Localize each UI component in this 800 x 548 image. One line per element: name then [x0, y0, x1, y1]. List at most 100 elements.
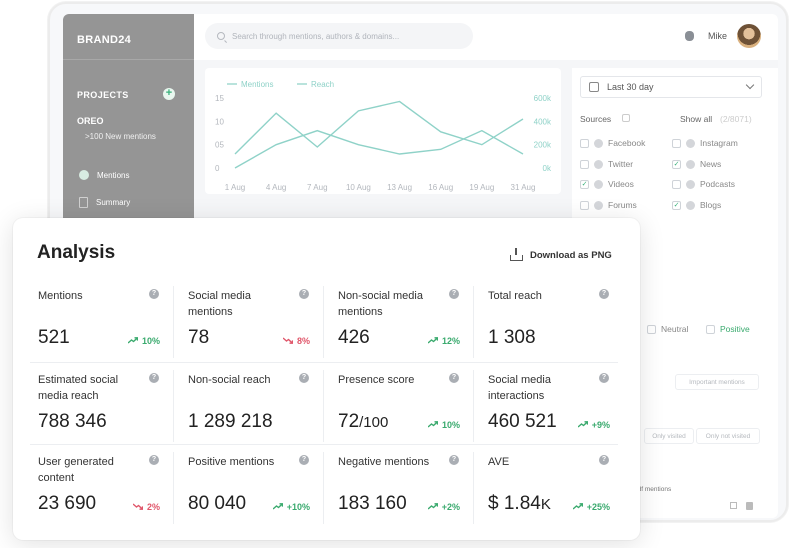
source-checkbox[interactable] — [672, 138, 681, 148]
source-checkbox[interactable] — [580, 159, 589, 169]
source-label: Forums — [608, 200, 637, 210]
help-icon[interactable]: ? — [299, 289, 309, 299]
positive-checkbox[interactable] — [706, 324, 715, 334]
help-icon[interactable]: ? — [599, 289, 609, 299]
important-mentions-button[interactable]: Important mentions — [675, 374, 759, 390]
source-instagram[interactable]: Instagram — [672, 138, 738, 148]
help-icon[interactable]: ? — [599, 455, 609, 465]
project-name[interactable]: OREO — [77, 116, 104, 126]
source-label: Twitter — [608, 159, 634, 169]
divider — [30, 444, 618, 445]
sentiment-neutral[interactable]: Neutral — [647, 324, 688, 334]
help-icon[interactable]: ? — [299, 455, 309, 465]
y2-tick-label: 400k — [534, 117, 552, 126]
calendar-icon — [589, 82, 599, 92]
date-range-value: Last 30 day — [607, 82, 654, 92]
source-facebook[interactable]: Facebook — [580, 138, 645, 148]
metric-value-main: 23 690 — [38, 493, 97, 514]
blogs-icon — [686, 200, 695, 210]
y2-tick-label: 0k — [543, 164, 552, 173]
help-icon[interactable]: ? — [449, 373, 459, 383]
forums-icon — [594, 200, 603, 210]
source-checkbox[interactable] — [580, 138, 589, 148]
metric-value-main: 460 521 — [488, 411, 557, 432]
sidebar-item-summary[interactable]: Summary — [79, 197, 130, 208]
sidebar-item-label: Mentions — [97, 170, 130, 180]
user-name[interactable]: Mike — [708, 31, 728, 41]
source-label: Facebook — [608, 138, 646, 148]
metric-value: 183 160 — [338, 493, 407, 515]
help-icon[interactable]: ? — [149, 289, 159, 299]
source-news[interactable]: ✓ News — [672, 159, 721, 169]
source-checkbox[interactable]: ✓ — [672, 200, 681, 210]
source-twitter[interactable]: Twitter — [580, 159, 633, 169]
source-podcasts[interactable]: Podcasts — [672, 179, 735, 189]
videos-icon — [594, 179, 603, 189]
change-up: +25% — [572, 502, 610, 512]
change-value: +10% — [286, 502, 310, 512]
metric-user-generated-content: User generated content? 23 690 2% — [24, 446, 174, 528]
metric-mentions: Mentions? 521 10% — [24, 280, 174, 362]
trash-icon[interactable] — [746, 502, 753, 510]
metric-value: 1 308 — [488, 327, 536, 349]
source-checkbox[interactable]: ✓ — [672, 159, 681, 169]
source-checkbox[interactable]: ✓ — [580, 179, 589, 189]
help-icon[interactable]: ? — [149, 455, 159, 465]
change-value: +25% — [586, 502, 610, 512]
source-checkbox[interactable] — [580, 200, 589, 210]
metric-social-media-interactions: Social media interactions? 460 521 +9% — [474, 364, 624, 446]
source-forums[interactable]: Forums — [580, 200, 637, 210]
twitter-icon — [594, 159, 603, 169]
help-icon[interactable]: ? — [299, 373, 309, 383]
only-visited-button[interactable]: Only visited — [644, 428, 694, 444]
sentiment-positive[interactable]: Positive — [706, 324, 750, 334]
source-videos[interactable]: ✓ Videos — [580, 179, 634, 189]
add-project-icon[interactable]: + — [163, 88, 175, 100]
metric-value-main: 1 289 218 — [188, 411, 273, 432]
metric-ave: AVE? $ 1.84K +25% — [474, 446, 624, 528]
document-icon — [79, 197, 88, 208]
y2-tick-label: 600k — [534, 94, 552, 103]
change-up: +9% — [577, 420, 610, 430]
source-checkbox[interactable] — [672, 179, 681, 189]
metric-value: 72/100 — [338, 411, 388, 433]
bug-icon[interactable] — [685, 31, 694, 41]
date-range-select[interactable]: Last 30 day — [580, 76, 762, 98]
metric-value-main: 1 308 — [488, 327, 536, 348]
only-not-visited-button[interactable]: Only not visited — [696, 428, 760, 444]
metric-label: Social media interactions — [488, 374, 551, 402]
help-icon[interactable] — [622, 114, 630, 122]
metric-value: 80 040 — [188, 493, 246, 515]
help-icon[interactable]: ? — [449, 289, 459, 299]
metric-value-main: 183 160 — [338, 493, 407, 514]
divider — [173, 286, 174, 358]
metric-non-social-media-mentions: Non-social media mentions? 426 12% — [324, 280, 474, 362]
metric-value-main: 80 040 — [188, 493, 247, 514]
edit-icon[interactable] — [730, 502, 737, 509]
help-icon[interactable]: ? — [449, 455, 459, 465]
metric-value: $ 1.84K — [488, 493, 551, 515]
metric-estimated-social-media-reach: Estimated social media reach? 788 346 — [24, 364, 174, 446]
search-input[interactable]: Search through mentions, authors & domai… — [205, 23, 473, 49]
analysis-card: Analysis Download as PNG Mentions? 521 10%… — [13, 218, 640, 540]
divider — [30, 362, 618, 363]
mentions-reach-chart: Mentions Reach 15 10 05 0 600k 400k 200k 0k 1 Aug 4… — [205, 68, 561, 194]
x-tick-label: 1 Aug — [225, 183, 245, 192]
metric-value: 521 — [38, 327, 70, 349]
show-all-link[interactable]: Show all — [680, 114, 713, 124]
metric-value-main: 72 — [338, 411, 360, 432]
metric-value-main: 78 — [188, 327, 210, 348]
x-tick-label: 31 Aug — [511, 183, 536, 192]
divider — [473, 370, 474, 442]
change-up: 10% — [427, 420, 460, 430]
source-blogs[interactable]: ✓ Blogs — [672, 200, 721, 210]
neutral-checkbox[interactable] — [647, 324, 656, 334]
sidebar-item-mentions[interactable]: Mentions — [79, 170, 129, 180]
trend-up-icon — [127, 336, 139, 346]
download-png-button[interactable]: Download as PNG — [510, 248, 612, 261]
avatar[interactable] — [737, 24, 761, 48]
metric-label: Mentions — [38, 290, 83, 302]
metric-value: 788 346 — [38, 411, 107, 433]
help-icon[interactable]: ? — [599, 373, 609, 383]
help-icon[interactable]: ? — [149, 373, 159, 383]
